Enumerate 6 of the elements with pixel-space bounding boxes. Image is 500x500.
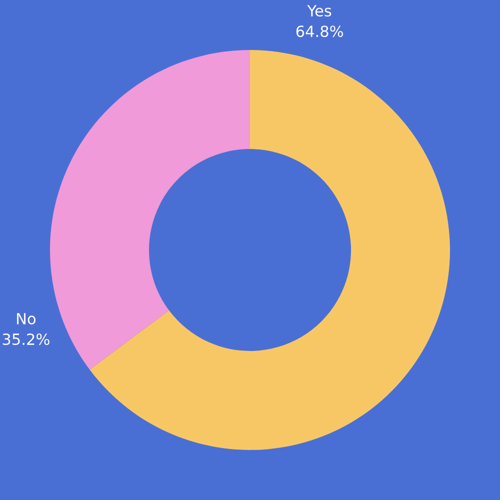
- data-label: 64.8%: [296, 26, 344, 38]
- donut-slice: [50, 50, 250, 370]
- slice-label: No: [17, 313, 36, 324]
- slice-label: Yes: [307, 5, 332, 17]
- donut-slice: [90, 50, 450, 450]
- data-label: 35.2%: [2, 333, 50, 346]
